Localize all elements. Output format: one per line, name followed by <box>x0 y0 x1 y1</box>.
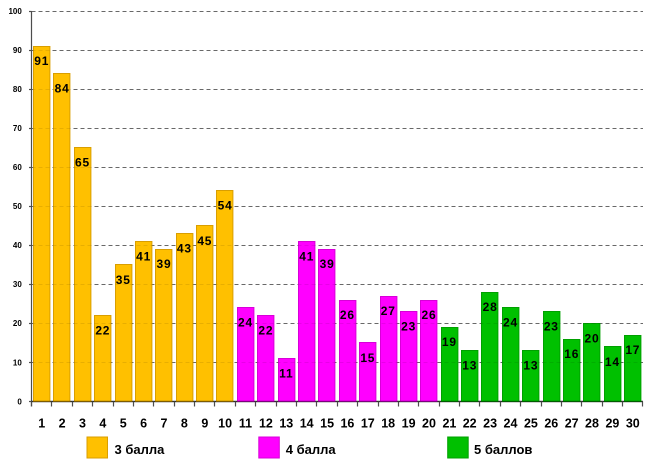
svg-text:28: 28 <box>483 300 498 314</box>
svg-text:11: 11 <box>239 416 252 430</box>
svg-text:54: 54 <box>218 199 233 213</box>
svg-text:21: 21 <box>442 416 456 430</box>
svg-text:16: 16 <box>564 347 579 361</box>
svg-text:14: 14 <box>300 416 314 430</box>
svg-text:23: 23 <box>483 416 497 430</box>
svg-text:5 баллов: 5 баллов <box>474 442 532 457</box>
svg-text:7: 7 <box>161 416 168 430</box>
svg-text:25: 25 <box>524 416 538 430</box>
svg-text:84: 84 <box>55 82 70 96</box>
svg-text:39: 39 <box>157 257 172 271</box>
svg-text:24: 24 <box>238 316 253 330</box>
svg-text:0: 0 <box>17 397 22 406</box>
svg-text:24: 24 <box>503 316 518 330</box>
svg-text:45: 45 <box>197 234 212 248</box>
svg-text:5: 5 <box>120 416 127 430</box>
svg-text:41: 41 <box>299 249 314 263</box>
svg-text:65: 65 <box>75 156 90 170</box>
svg-text:9: 9 <box>201 416 208 430</box>
svg-text:70: 70 <box>13 124 22 133</box>
svg-text:13: 13 <box>523 359 538 373</box>
svg-text:26: 26 <box>422 308 437 322</box>
svg-text:22: 22 <box>463 416 477 430</box>
svg-text:8: 8 <box>181 416 188 430</box>
svg-text:14: 14 <box>605 355 620 369</box>
svg-text:6: 6 <box>140 416 147 430</box>
svg-text:4: 4 <box>99 416 106 430</box>
svg-text:60: 60 <box>13 163 22 172</box>
svg-text:22: 22 <box>95 324 110 338</box>
svg-text:12: 12 <box>259 416 273 430</box>
svg-text:26: 26 <box>544 416 558 430</box>
svg-text:13: 13 <box>462 359 477 373</box>
svg-text:28: 28 <box>585 416 599 430</box>
svg-text:40: 40 <box>13 241 22 250</box>
svg-text:20: 20 <box>13 319 22 328</box>
svg-text:15: 15 <box>320 416 334 430</box>
svg-text:80: 80 <box>13 85 22 94</box>
svg-text:1: 1 <box>38 416 45 430</box>
svg-text:26: 26 <box>340 308 355 322</box>
svg-text:4 балла: 4 балла <box>286 442 337 457</box>
svg-text:2: 2 <box>59 416 66 430</box>
svg-text:3 балла: 3 балла <box>115 442 166 457</box>
svg-text:17: 17 <box>361 416 375 430</box>
svg-text:23: 23 <box>401 320 416 334</box>
svg-text:30: 30 <box>626 416 640 430</box>
svg-text:17: 17 <box>625 343 640 357</box>
svg-text:29: 29 <box>605 416 619 430</box>
svg-text:16: 16 <box>340 416 354 430</box>
svg-text:19: 19 <box>442 335 457 349</box>
svg-text:24: 24 <box>504 416 518 430</box>
svg-text:43: 43 <box>177 242 192 256</box>
svg-text:19: 19 <box>402 416 416 430</box>
svg-text:20: 20 <box>585 331 600 345</box>
svg-text:30: 30 <box>13 280 22 289</box>
svg-text:13: 13 <box>279 416 293 430</box>
svg-text:100: 100 <box>8 7 22 16</box>
svg-text:27: 27 <box>381 304 396 318</box>
svg-text:39: 39 <box>320 257 335 271</box>
svg-text:20: 20 <box>422 416 436 430</box>
svg-text:27: 27 <box>565 416 579 430</box>
svg-text:3: 3 <box>79 416 86 430</box>
svg-text:11: 11 <box>279 367 293 381</box>
svg-text:10: 10 <box>218 416 232 430</box>
svg-text:15: 15 <box>360 351 375 365</box>
svg-text:22: 22 <box>258 324 273 338</box>
svg-text:23: 23 <box>544 320 559 334</box>
svg-text:10: 10 <box>13 358 22 367</box>
svg-text:91: 91 <box>34 54 49 68</box>
svg-text:35: 35 <box>116 273 131 287</box>
svg-text:90: 90 <box>13 46 22 55</box>
svg-text:18: 18 <box>381 416 395 430</box>
svg-text:41: 41 <box>136 249 151 263</box>
svg-text:50: 50 <box>13 202 22 211</box>
